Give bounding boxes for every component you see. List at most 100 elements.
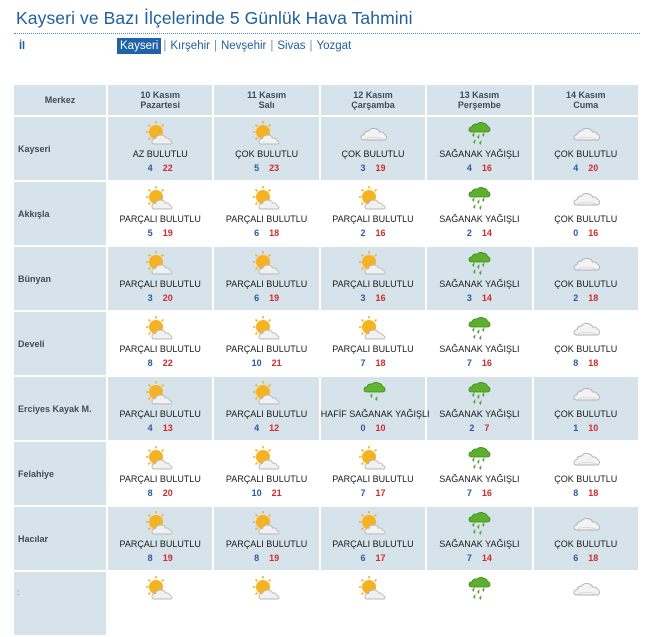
max-temperature: 22 bbox=[162, 163, 173, 173]
forecast-description: ÇOK BULUTLU bbox=[554, 474, 618, 484]
day-header: 12 Kasım Çarşamba bbox=[320, 85, 428, 117]
day-weekday: Salı bbox=[258, 100, 275, 110]
forecast-description: ÇOK BULUTLU bbox=[235, 149, 299, 159]
forecast-cell: HAFİF SAĞANAK YAĞIŞLI 0 10 bbox=[320, 377, 429, 442]
min-temperature: 6 bbox=[254, 293, 260, 303]
sun-cloud-icon bbox=[108, 120, 212, 148]
forecast-cell bbox=[427, 572, 534, 637]
min-temperature: 7 bbox=[360, 358, 366, 368]
sun-cloud-icon bbox=[108, 315, 212, 343]
day-weekday: Pazartesi bbox=[140, 100, 180, 110]
tab-sivas[interactable]: Sivas bbox=[277, 40, 306, 52]
max-temperature: 19 bbox=[269, 293, 280, 303]
place-name: Bünyan bbox=[14, 247, 108, 312]
max-temperature: 20 bbox=[162, 293, 173, 303]
cloud-icon bbox=[534, 380, 638, 408]
shower-icon bbox=[427, 575, 531, 603]
forecast-description: PARÇALI BULUTLU bbox=[332, 474, 414, 484]
forecast-description: ÇOK BULUTLU bbox=[554, 149, 618, 159]
place-name: Erciyes Kayak M. bbox=[14, 377, 108, 442]
temperature-range: 6 19 bbox=[214, 292, 318, 304]
forecast-row: Akkışla PARÇALI BULUTLU 5 19 PARÇALI BULUTLU… bbox=[14, 182, 640, 247]
temperature-range: 4 16 bbox=[427, 162, 531, 174]
temperature-range: 4 12 bbox=[214, 422, 318, 434]
temperature-range bbox=[534, 617, 638, 629]
temperature-range: 6 17 bbox=[321, 552, 425, 564]
min-temperature: 8 bbox=[573, 358, 579, 368]
forecast-table: Merkez 10 Kasım Pazartesi 11 Kasım Salı 12 K… bbox=[14, 85, 640, 637]
place-name: Kayseri bbox=[14, 117, 108, 182]
temperature-range bbox=[214, 617, 318, 629]
temperature-range: 3 20 bbox=[108, 292, 212, 304]
forecast-cell: ÇOK BULUTLU 4 20 bbox=[533, 117, 640, 182]
forecast-description: PARÇALI BULUTLU bbox=[225, 539, 308, 549]
temperature-range: 4 13 bbox=[108, 422, 212, 434]
min-temperature: 2 bbox=[360, 228, 366, 238]
shower-icon bbox=[427, 510, 531, 538]
forecast-cell: SAĞANAK YAĞIŞLI 4 16 bbox=[427, 117, 534, 182]
cloud-icon bbox=[534, 575, 638, 603]
max-temperature: 13 bbox=[162, 423, 173, 433]
forecast-description bbox=[214, 604, 318, 614]
temperature-range: 2 18 bbox=[534, 292, 638, 304]
temperature-range: 7 17 bbox=[321, 487, 425, 499]
cloud-icon bbox=[534, 120, 638, 148]
min-temperature: 8 bbox=[254, 553, 260, 563]
forecast-description: PARÇALI BULUTLU bbox=[225, 279, 308, 289]
min-temperature: 3 bbox=[147, 293, 153, 303]
temperature-range: 8 20 bbox=[108, 487, 212, 499]
tab-kayseri[interactable]: Kayseri bbox=[117, 38, 162, 54]
forecast-cell: PARÇALI BULUTLU 4 12 bbox=[214, 377, 321, 442]
forecast-row bbox=[14, 572, 640, 637]
max-temperature: 14 bbox=[481, 228, 492, 238]
forecast-cell: PARÇALI BULUTLU 7 17 bbox=[320, 442, 428, 507]
max-temperature: 17 bbox=[375, 488, 386, 498]
sun-cloud-icon bbox=[321, 510, 425, 538]
forecast-cell: PARÇALI BULUTLU 6 18 bbox=[214, 182, 321, 247]
forecast-row: Bünyan PARÇALI BULUTLU 3 20 PARÇALI BULUTLU 6… bbox=[14, 247, 640, 312]
tab-nevşehir[interactable]: Nevşehir bbox=[220, 40, 267, 52]
forecast-cell: PARÇALI BULUTLU 10 21 bbox=[214, 312, 321, 377]
max-temperature: 17 bbox=[375, 553, 386, 563]
forecast-description: PARÇALI BULUTLU bbox=[119, 409, 201, 419]
max-temperature: 16 bbox=[375, 228, 386, 238]
max-temperature: 16 bbox=[375, 293, 386, 303]
tab-kırşehir[interactable]: Kırşehir bbox=[170, 40, 210, 52]
forecast-description: PARÇALI BULUTLU bbox=[119, 474, 201, 484]
min-temperature: 10 bbox=[251, 358, 262, 368]
day-weekday: Perşembe bbox=[457, 100, 501, 110]
forecast-cell: PARÇALI BULUTLU 8 19 bbox=[214, 507, 321, 572]
min-temperature: 1 bbox=[573, 423, 579, 433]
sun-cloud-icon bbox=[214, 315, 318, 343]
forecast-description: SAĞANAK YAĞIŞLI bbox=[439, 409, 520, 419]
sun-cloud-icon bbox=[321, 445, 425, 473]
shower-icon bbox=[427, 315, 531, 343]
forecast-description: PARÇALI BULUTLU bbox=[332, 214, 414, 224]
temperature-range: 8 22 bbox=[108, 357, 212, 369]
temperature-range: 7 18 bbox=[321, 357, 425, 369]
tab-yozgat[interactable]: Yozgat bbox=[316, 40, 352, 52]
min-temperature: 8 bbox=[147, 553, 153, 563]
forecast-cell: PARÇALI BULUTLU 6 17 bbox=[320, 507, 428, 572]
tab-separator: | bbox=[309, 40, 313, 52]
forecast-description: SAĞANAK YAĞIŞLI bbox=[439, 149, 520, 159]
min-temperature: 8 bbox=[147, 488, 153, 498]
temperature-range bbox=[108, 617, 212, 629]
forecast-cell: ÇOK BULUTLU 3 19 bbox=[320, 117, 428, 182]
day-header: 11 Kasım Salı bbox=[214, 85, 321, 117]
min-temperature: 0 bbox=[573, 228, 579, 238]
day-weekday: Cuma bbox=[573, 100, 599, 110]
forecast-cell: SAĞANAK YAĞIŞLI 2 14 bbox=[427, 182, 534, 247]
min-temperature: 4 bbox=[466, 163, 472, 173]
temperature-range: 4 20 bbox=[534, 162, 638, 174]
tab-separator: | bbox=[163, 40, 167, 52]
day-date: 14 Kasım bbox=[566, 90, 606, 100]
title-divider bbox=[14, 33, 640, 34]
max-temperature: 18 bbox=[588, 488, 599, 498]
header-row: Merkez 10 Kasım Pazartesi 11 Kasım Salı 12 K… bbox=[14, 85, 640, 117]
forecast-cell bbox=[320, 572, 428, 637]
min-temperature: 10 bbox=[251, 488, 262, 498]
forecast-row: Kayseri AZ BULUTLU 4 22 ÇOK BULUTLU 5 23 ÇOK BU… bbox=[14, 117, 640, 182]
max-temperature: 10 bbox=[375, 423, 386, 433]
min-temperature: 3 bbox=[466, 293, 472, 303]
